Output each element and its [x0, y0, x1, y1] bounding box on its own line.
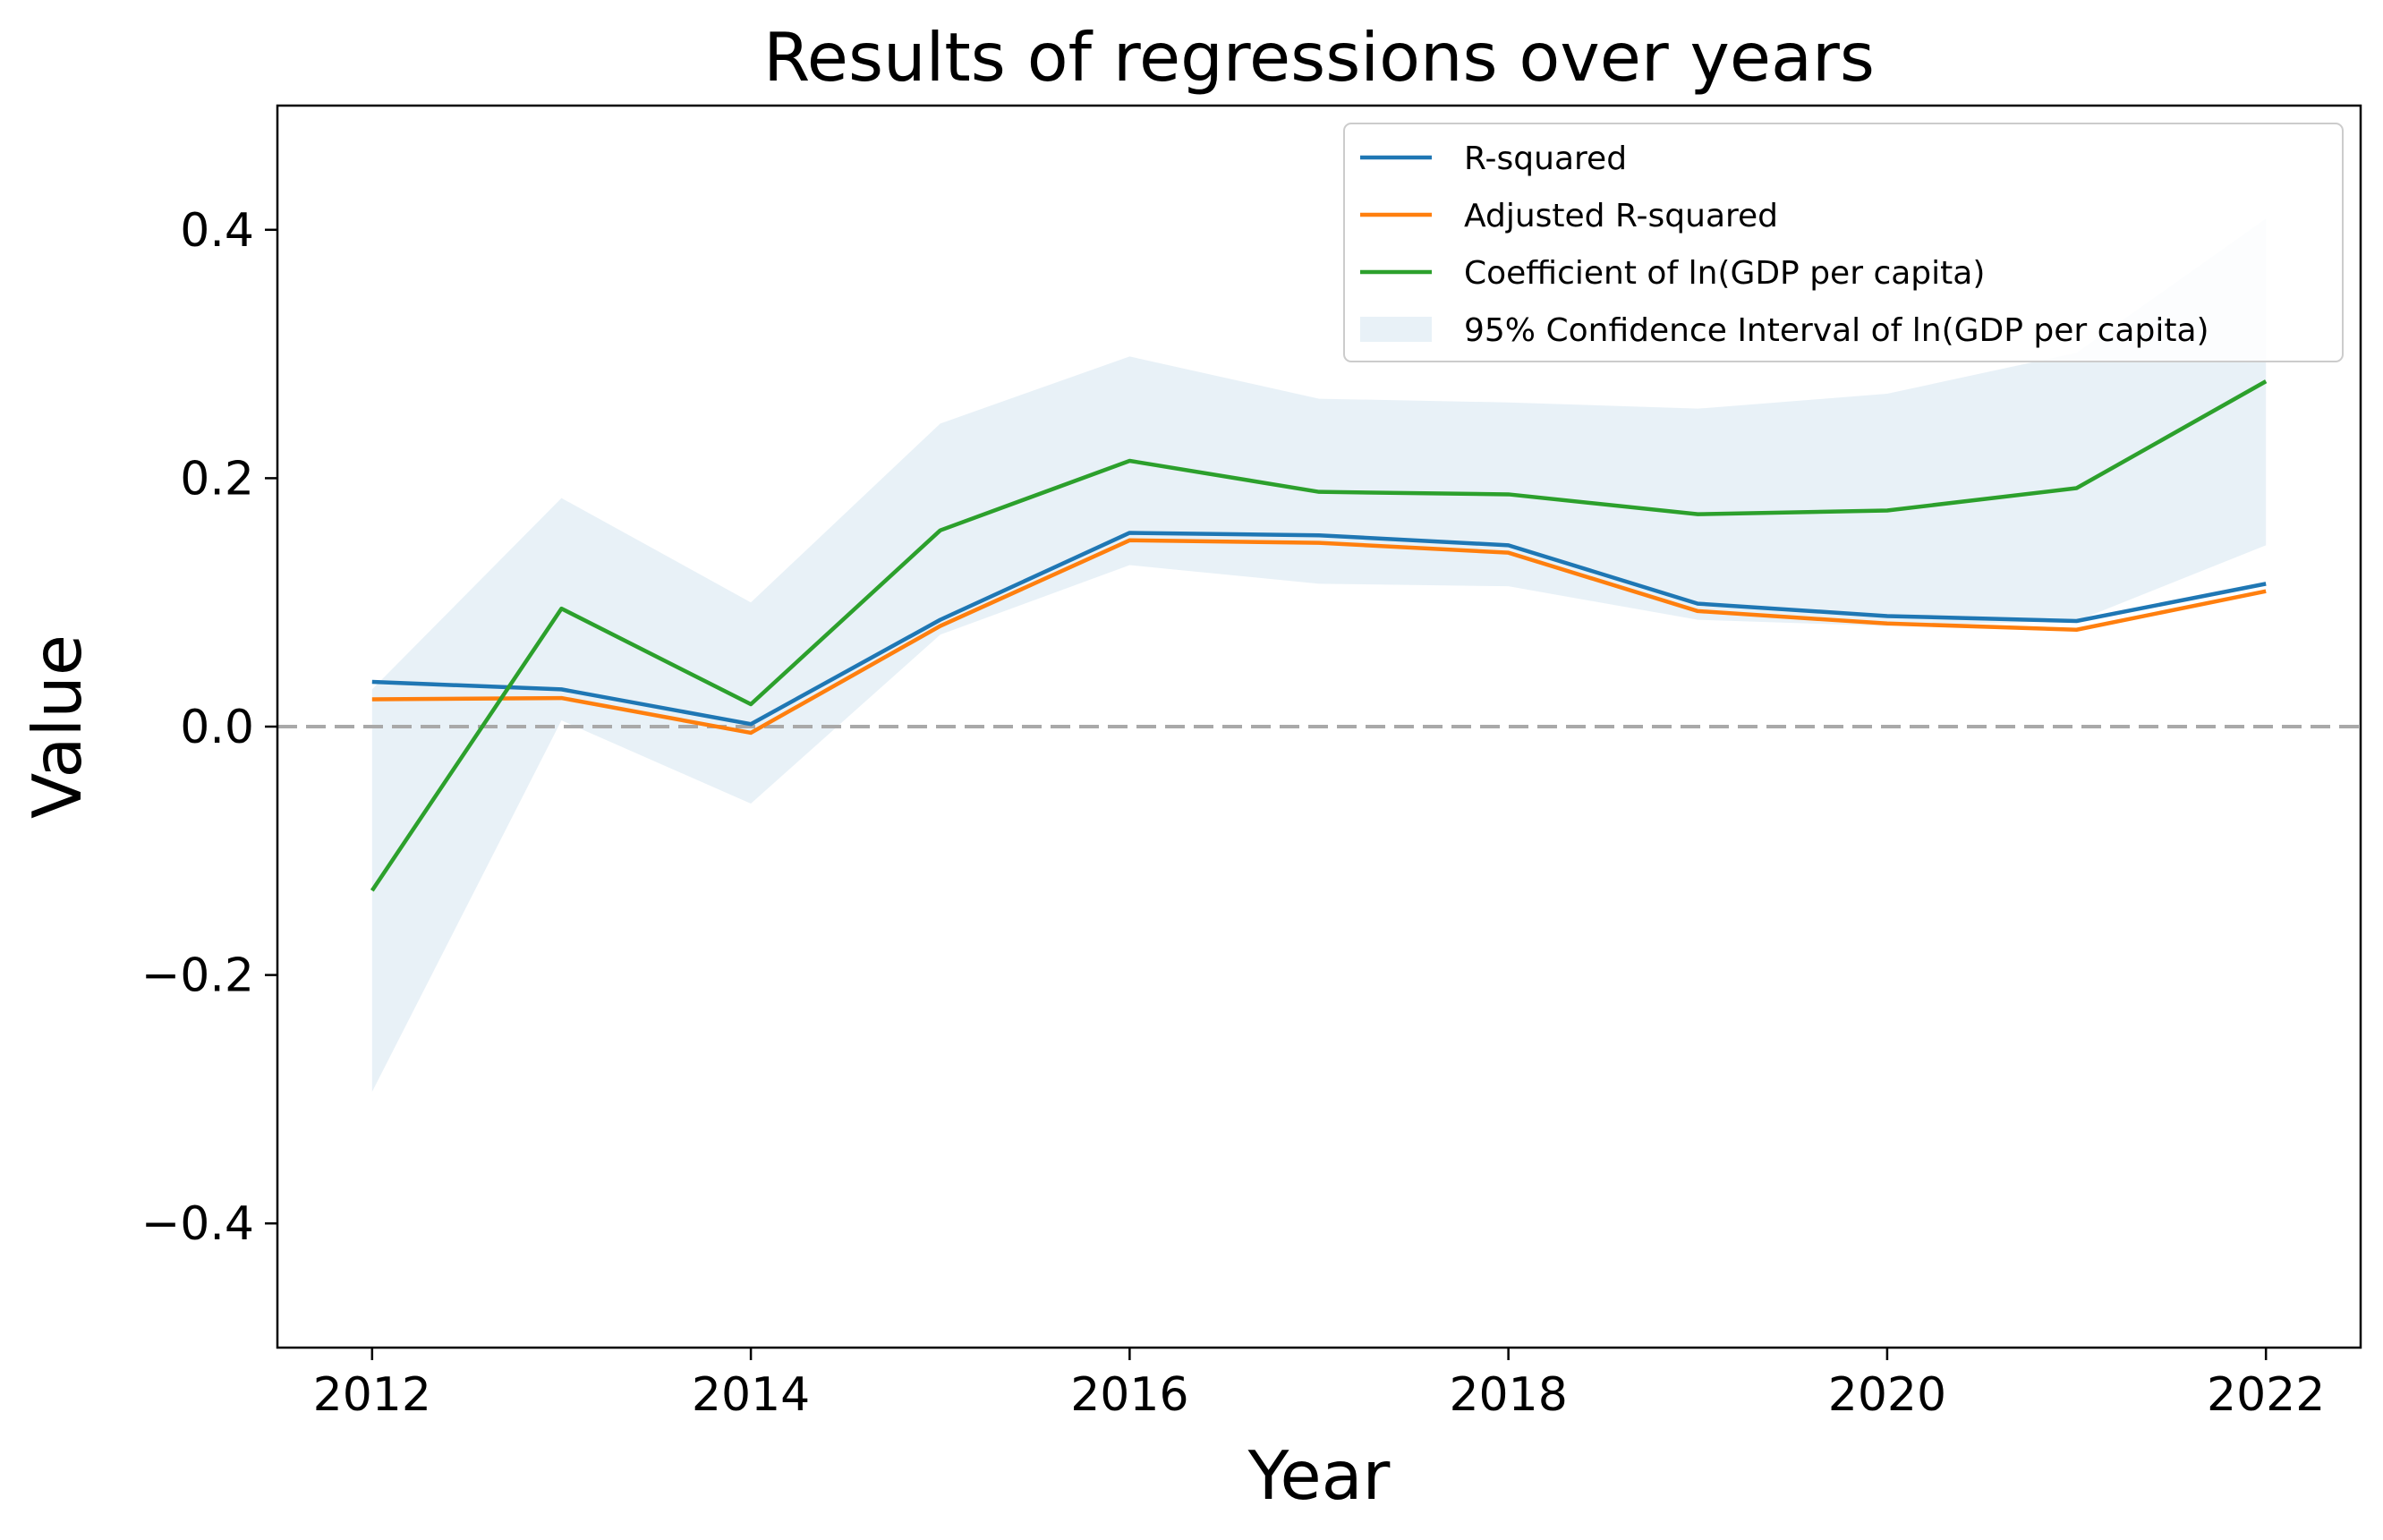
legend-label-3: Coefficient of ln(GDP per capita) — [1464, 255, 1985, 292]
y-tick-label: −0.4 — [141, 1197, 254, 1251]
y-tick-label: 0.4 — [180, 204, 254, 258]
legend-label-2: Adjusted R-squared — [1464, 198, 1778, 234]
legend-swatch-4 — [1360, 317, 1432, 342]
axis-ticks: 2012 2014 2016 2018 2020 2022 −0.4 −0.2 0.0 0.2 0.… — [141, 204, 2326, 1422]
chart-title: Results of regressions over years — [763, 18, 1875, 97]
x-tick-label: 2020 — [1828, 1368, 1946, 1422]
confidence-band — [371, 218, 2267, 1093]
x-tick-label: 2018 — [1449, 1368, 1567, 1422]
y-axis-label: Value — [18, 634, 97, 819]
x-tick-label: 2012 — [313, 1368, 431, 1422]
x-tick-label: 2016 — [1070, 1368, 1188, 1422]
y-tick-label: −0.2 — [141, 949, 254, 1003]
x-tick-label: 2022 — [2207, 1368, 2325, 1422]
legend: R-squared Adjusted R-squared Coefficient o… — [1343, 123, 2344, 362]
legend-box — [1343, 123, 2344, 362]
plot-area — [277, 218, 2361, 1093]
x-axis-label: Year — [1247, 1436, 1391, 1515]
legend-label-1: R-squared — [1464, 140, 1627, 177]
x-tick-label: 2014 — [692, 1368, 810, 1422]
legend-label-4: 95% Confidence Interval of ln(GDP per ca… — [1464, 312, 2209, 349]
y-tick-label: 0.2 — [180, 452, 254, 506]
y-tick-label: 0.0 — [180, 701, 254, 754]
